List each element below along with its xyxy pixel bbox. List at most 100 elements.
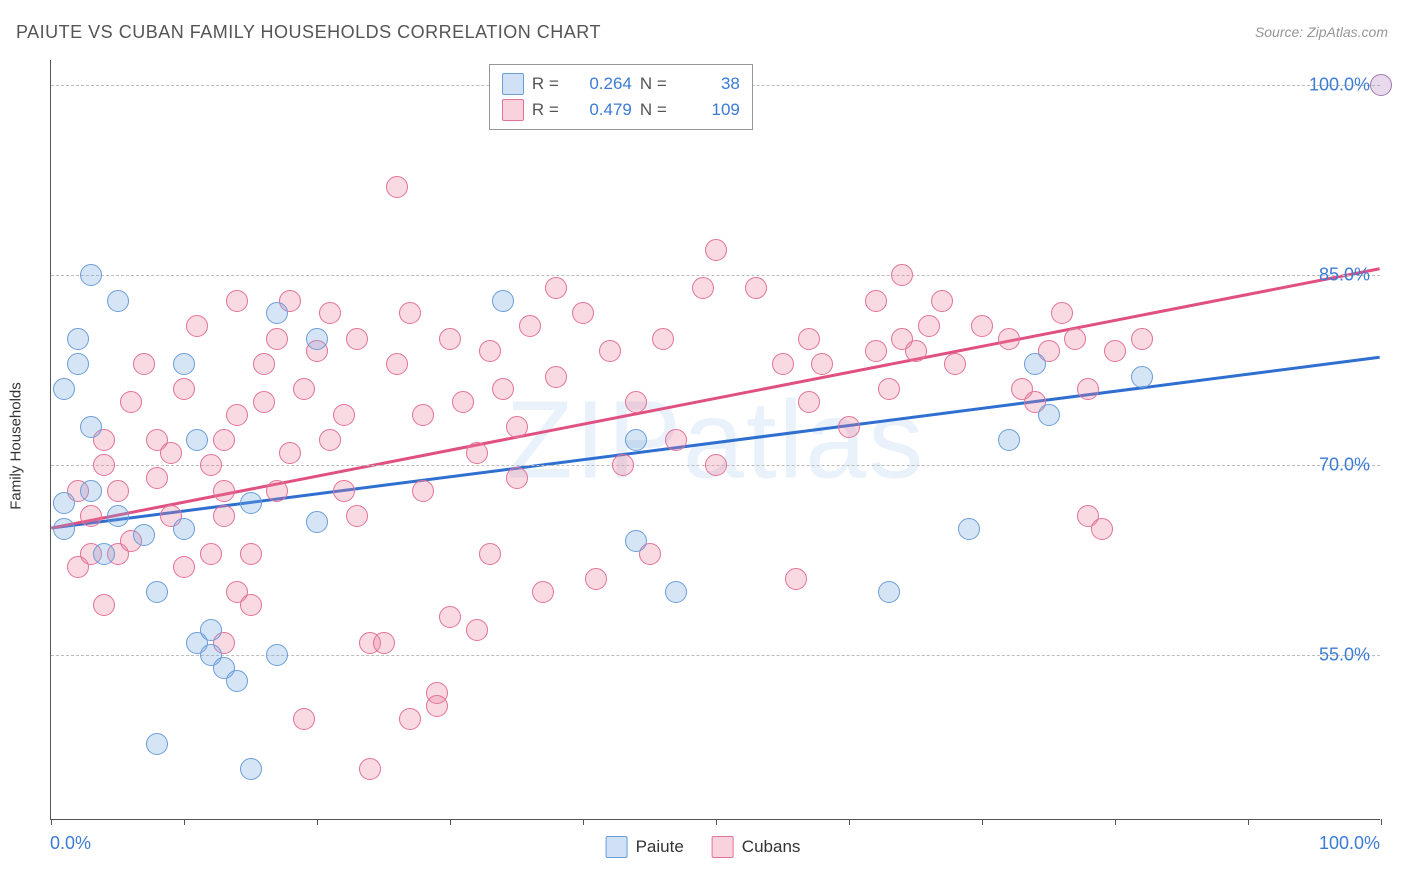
data-point (705, 454, 727, 476)
data-point (506, 416, 528, 438)
data-point (399, 302, 421, 324)
data-point (1370, 74, 1392, 96)
source-label: Source: ZipAtlas.com (1255, 24, 1388, 40)
data-point (452, 391, 474, 413)
data-point (173, 378, 195, 400)
data-point (279, 442, 301, 464)
data-point (173, 353, 195, 375)
data-point (346, 328, 368, 350)
data-point (891, 264, 913, 286)
data-point (386, 353, 408, 375)
trend-lines (51, 60, 1380, 819)
data-point (200, 454, 222, 476)
data-point (625, 530, 647, 552)
data-point (253, 391, 275, 413)
data-point (293, 378, 315, 400)
r-value: 0.479 (574, 100, 632, 120)
data-point (293, 708, 315, 730)
data-point (186, 429, 208, 451)
series-legend: Paiute Cubans (606, 836, 801, 858)
data-point (665, 581, 687, 603)
data-point (519, 315, 541, 337)
chart-title: PAIUTE VS CUBAN FAMILY HOUSEHOLDS CORREL… (16, 22, 601, 43)
y-tick-label: 100.0% (1309, 75, 1370, 96)
data-point (532, 581, 554, 603)
x-tick (982, 819, 983, 825)
data-point (479, 340, 501, 362)
data-point (492, 290, 514, 312)
y-tick-label: 70.0% (1319, 455, 1370, 476)
data-point (772, 353, 794, 375)
data-point (439, 606, 461, 628)
data-point (226, 670, 248, 692)
data-point (359, 758, 381, 780)
data-point (1064, 328, 1086, 350)
r-value: 0.264 (574, 74, 632, 94)
data-point (466, 619, 488, 641)
data-point (918, 315, 940, 337)
data-point (705, 239, 727, 261)
y-tick-label: 55.0% (1319, 645, 1370, 666)
data-point (226, 404, 248, 426)
data-point (146, 581, 168, 603)
data-point (865, 290, 887, 312)
r-label: R = (532, 100, 566, 120)
data-point (998, 429, 1020, 451)
data-point (107, 505, 129, 527)
data-point (80, 264, 102, 286)
legend-swatch (502, 99, 524, 121)
gridline (51, 655, 1380, 656)
scatter-plot: ZIPatlas 55.0%70.0%85.0%100.0% (50, 60, 1380, 820)
data-point (93, 594, 115, 616)
data-point (412, 404, 434, 426)
n-label: N = (640, 74, 674, 94)
r-label: R = (532, 74, 566, 94)
data-point (479, 543, 501, 565)
data-point (998, 328, 1020, 350)
data-point (1091, 518, 1113, 540)
data-point (319, 302, 341, 324)
data-point (67, 328, 89, 350)
data-point (200, 619, 222, 641)
data-point (931, 290, 953, 312)
data-point (944, 353, 966, 375)
trend-line-cubans (51, 269, 1379, 528)
data-point (386, 176, 408, 198)
data-point (266, 644, 288, 666)
data-point (692, 277, 714, 299)
x-tick (716, 819, 717, 825)
x-tick (1381, 819, 1382, 825)
legend-label-cubans: Cubans (742, 837, 801, 857)
data-point (53, 518, 75, 540)
data-point (53, 378, 75, 400)
data-point (506, 467, 528, 489)
data-point (412, 480, 434, 502)
data-point (545, 277, 567, 299)
correlation-legend: R =0.264N =38R =0.479N =109 (489, 64, 753, 130)
n-label: N = (640, 100, 674, 120)
data-point (599, 340, 621, 362)
data-point (107, 290, 129, 312)
data-point (492, 378, 514, 400)
watermark: ZIPatlas (506, 376, 925, 503)
data-point (585, 568, 607, 590)
data-point (798, 391, 820, 413)
x-tick (1115, 819, 1116, 825)
data-point (306, 511, 328, 533)
x-tick (1248, 819, 1249, 825)
data-point (1024, 353, 1046, 375)
x-tick-max: 100.0% (1319, 833, 1380, 854)
data-point (266, 480, 288, 502)
data-point (306, 328, 328, 350)
data-point (625, 391, 647, 413)
data-point (426, 695, 448, 717)
data-point (240, 492, 262, 514)
data-point (399, 708, 421, 730)
legend-swatch-paiute (606, 836, 628, 858)
data-point (173, 556, 195, 578)
data-point (572, 302, 594, 324)
n-value: 38 (682, 74, 740, 94)
legend-row: R =0.479N =109 (502, 97, 740, 123)
legend-swatch-cubans (712, 836, 734, 858)
data-point (107, 480, 129, 502)
